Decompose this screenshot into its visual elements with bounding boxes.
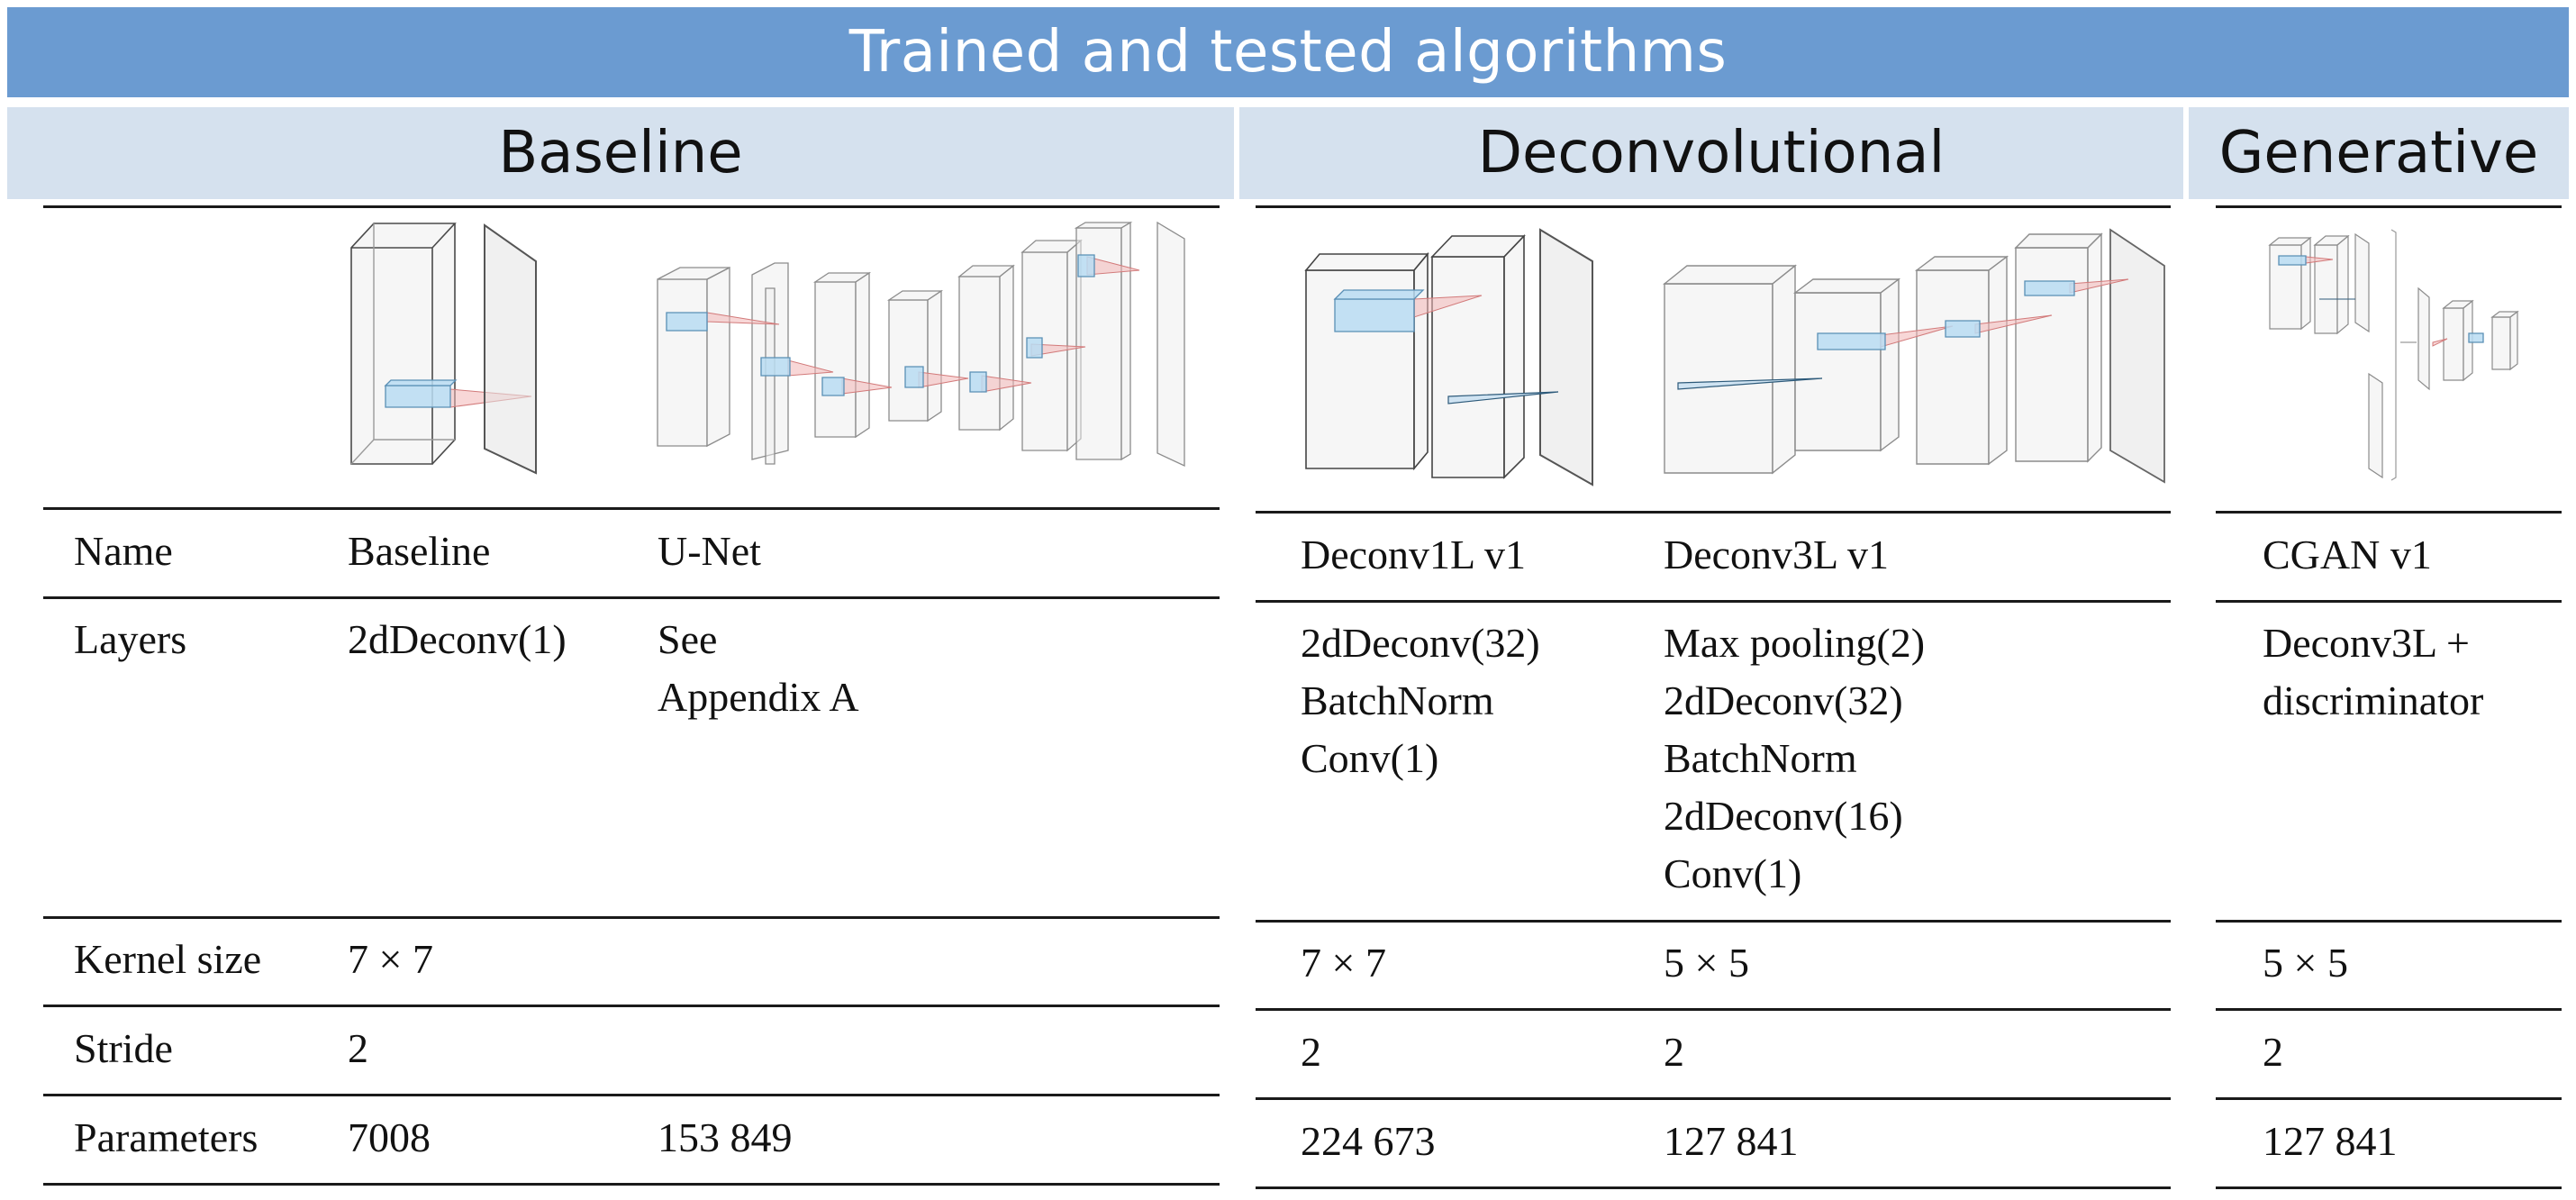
baseline-name: Baseline xyxy=(348,528,491,574)
rule-top-generative xyxy=(2216,205,2562,208)
baseline-architecture-diagram xyxy=(350,223,537,475)
deconv1l-kernel: 7 × 7 xyxy=(1301,940,1386,986)
baseline-params: 7008 xyxy=(348,1114,431,1160)
cgan-architecture-diagram xyxy=(2268,229,2519,481)
rule-kernel-baseline xyxy=(43,916,1220,919)
rule-stride-generative xyxy=(2216,1008,2562,1011)
deconv1l-name: Deconv1L v1 xyxy=(1301,532,1526,577)
deconv3l-params: 127 841 xyxy=(1664,1118,1799,1164)
rule-params-baseline xyxy=(43,1094,1220,1096)
cgan-kernel: 5 × 5 xyxy=(2263,940,2348,986)
deconv3l-kernel: 5 × 5 xyxy=(1664,940,1749,986)
group-label-deconvolutional: Deconvolutional xyxy=(1477,120,1946,186)
row-label-kernel: Kernel size xyxy=(74,936,262,982)
cgan-name: CGAN v1 xyxy=(2263,532,2432,577)
group-label-baseline: Baseline xyxy=(498,120,743,186)
deconv1l-layer-2: Conv(1) xyxy=(1301,735,1439,781)
rule-layers-baseline xyxy=(43,596,1220,599)
rule-kernel-deconv xyxy=(1256,920,2171,923)
cgan-layer-0: Deconv3L + xyxy=(2263,620,2470,666)
deconv1l-stride: 2 xyxy=(1301,1029,1321,1075)
baseline-kernel: 7 × 7 xyxy=(348,936,433,982)
unet-layer-0: See xyxy=(658,616,718,662)
baseline-layer-0: 2dDeconv(1) xyxy=(348,616,567,662)
deconv3l-layer-2: BatchNorm xyxy=(1664,735,1857,781)
deconv1l-params: 224 673 xyxy=(1301,1118,1436,1164)
deconv3l-layer-1: 2dDeconv(32) xyxy=(1664,677,1903,723)
rule-layers-deconv xyxy=(1256,600,2171,603)
rule-stride-baseline xyxy=(43,1005,1220,1007)
row-label-params: Parameters xyxy=(74,1114,259,1160)
unet-params: 153 849 xyxy=(658,1114,793,1160)
cgan-layer-1: discriminator xyxy=(2263,677,2484,723)
rule-name-deconv xyxy=(1256,511,2171,514)
rule-top-baseline xyxy=(43,205,1220,208)
rule-params-generative xyxy=(2216,1097,2562,1100)
rule-params-deconv xyxy=(1256,1097,2171,1100)
rule-name-generative xyxy=(2216,511,2562,514)
rule-bottom-deconv xyxy=(1256,1186,2171,1189)
group-label-generative: Generative xyxy=(2218,120,2539,186)
deconv3l-layer-4: Conv(1) xyxy=(1664,850,1802,896)
deconv1l-layer-0: 2dDeconv(32) xyxy=(1301,620,1540,666)
group-header-baseline: Baseline xyxy=(7,107,1234,199)
unet-architecture-diagram xyxy=(657,221,1185,468)
baseline-stride: 2 xyxy=(348,1025,368,1071)
deconv1l-architecture-diagram xyxy=(1304,228,1593,486)
group-header-deconvolutional: Deconvolutional xyxy=(1239,107,2183,199)
rule-bottom-generative xyxy=(2216,1186,2562,1189)
rule-layers-generative xyxy=(2216,600,2562,603)
rule-name-baseline xyxy=(43,507,1220,510)
deconv3l-architecture-diagram xyxy=(1663,228,2165,484)
deconv3l-layer-3: 2dDeconv(16) xyxy=(1664,793,1903,839)
rule-stride-deconv xyxy=(1256,1008,2171,1011)
deconv3l-stride: 2 xyxy=(1664,1029,1684,1075)
cgan-params: 127 841 xyxy=(2263,1118,2398,1164)
deconv3l-layer-0: Max pooling(2) xyxy=(1664,620,1926,666)
deconv3l-name: Deconv3L v1 xyxy=(1664,532,1889,577)
rule-bottom-baseline xyxy=(43,1183,1220,1186)
group-header-generative: Generative xyxy=(2189,107,2569,199)
row-label-layers: Layers xyxy=(74,616,187,662)
rule-top-deconv xyxy=(1256,205,2171,208)
rule-kernel-generative xyxy=(2216,920,2562,923)
table-title-bar: Trained and tested algorithms xyxy=(7,7,2569,97)
deconv1l-layer-1: BatchNorm xyxy=(1301,677,1494,723)
table-title: Trained and tested algorithms xyxy=(848,19,1728,86)
row-label-name: Name xyxy=(74,528,173,574)
unet-name: U-Net xyxy=(658,528,761,574)
row-label-stride: Stride xyxy=(74,1025,173,1071)
cgan-stride: 2 xyxy=(2263,1029,2283,1075)
unet-layer-1: Appendix A xyxy=(658,674,859,720)
